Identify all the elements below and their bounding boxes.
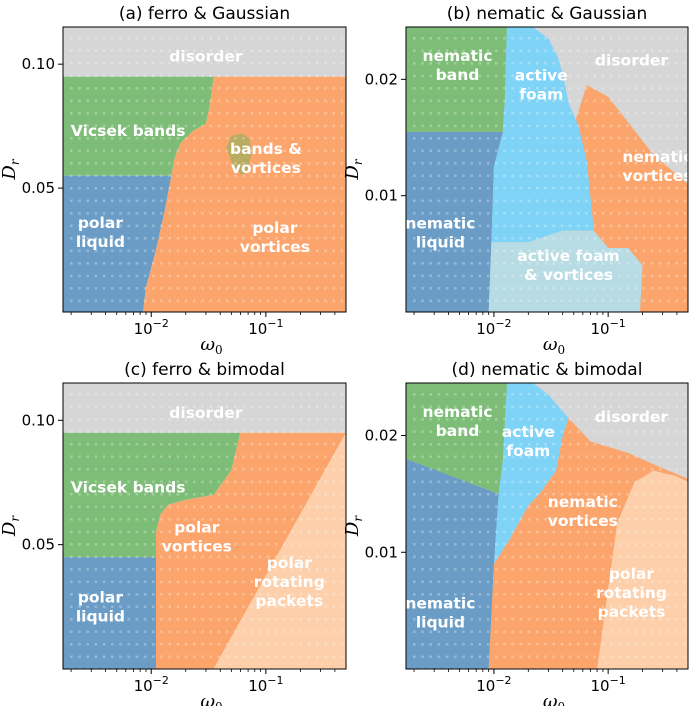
plot-area: [406, 383, 688, 669]
y-axis-label: Dr: [342, 515, 365, 537]
y-tick-label: 0.02: [365, 70, 398, 88]
y-tick-label: 0.10: [22, 411, 55, 429]
axes-frame: [62, 26, 347, 313]
region-label-disorder: disorder: [169, 404, 243, 422]
y-tick-label: 0.01: [365, 187, 398, 205]
region-label-polar-vortices: polar vortices: [240, 219, 310, 256]
region-label-active-foam: active foam: [502, 423, 555, 460]
y-tick-label: 0.02: [365, 427, 398, 445]
region-label-nematic-vortices: nematic vortices: [548, 493, 618, 530]
region-polar-liquid: [63, 175, 172, 312]
sample-points: [70, 37, 344, 303]
x-tick-label: 10−1: [590, 317, 625, 338]
region-nematic-band: [406, 27, 507, 132]
axes-frame: [405, 382, 689, 670]
x-tick-label: 10−2: [476, 317, 511, 338]
region-label-active-foam: active foam: [515, 67, 568, 104]
y-axis-label: Dr: [342, 158, 365, 180]
region-nematic-band: [406, 383, 507, 494]
region-label-disorder: disorder: [595, 52, 669, 70]
x-tick-label: 10−2: [476, 674, 511, 695]
x-axis-label: ω0: [200, 691, 222, 706]
region-vicsek-bands: [63, 432, 241, 558]
y-axis-label: Dr: [0, 515, 22, 537]
plot-area: [63, 27, 346, 312]
panel-title: (a) ferro & Gaussian: [119, 4, 290, 24]
region-label-polar-rotating-packets: polar rotating packets: [596, 565, 667, 621]
axes-frame: [62, 382, 347, 670]
region-disorder: [63, 383, 346, 433]
y-tick-label: 0.05: [22, 179, 55, 197]
region-active-foam: [493, 383, 569, 564]
region-polar-rotating-packets: [213, 432, 346, 669]
sample-points: [413, 393, 687, 669]
panel-title: (b) nematic & Gaussian: [447, 4, 647, 24]
y-tick-label: 0.01: [365, 543, 398, 561]
region-label-vicsek-bands: Vicsek bands: [71, 122, 186, 140]
region-label-nematic-band: nematic band: [422, 403, 492, 440]
x-axis-label: ω0: [543, 691, 565, 706]
region-disorder: [63, 27, 346, 77]
region-label-nematic-liquid: nematic liquid: [405, 214, 475, 251]
region-polar-liquid: [63, 557, 156, 669]
y-axis-label: Dr: [0, 158, 22, 180]
region-bands-and-vortices: [226, 133, 252, 176]
region-nematic-vortices: [488, 418, 688, 669]
x-tick-label: 10−2: [134, 674, 169, 695]
region-active-foam-and-vortices: [488, 230, 643, 312]
region-active-foam: [491, 27, 594, 243]
region-label-disorder: disorder: [595, 408, 669, 426]
sample-points: [413, 37, 687, 303]
x-axis-label: ω0: [200, 334, 222, 357]
region-label-polar-liquid: polar liquid: [76, 588, 125, 625]
sample-points: [70, 393, 344, 669]
panel-4: disorder polar rotating packets nematic vorti…: [342, 360, 689, 706]
region-nematic-liquid: [406, 131, 503, 312]
panel-title: (c) ferro & bimodal: [124, 360, 285, 380]
x-axis-label: ω0: [543, 334, 565, 357]
region-label-nematic-vortices: nematic vortices: [622, 148, 692, 185]
y-tick-label: 0.05: [22, 536, 55, 554]
region-polar-rotating-packets: [597, 470, 688, 669]
panel-2: disorder nematic vortices nematic liquid nema…: [342, 4, 692, 357]
region-label-active-foam-and-vortices: active foam & vortices: [517, 247, 619, 284]
region-polar-vortices: [156, 432, 346, 669]
region-polar-vortices: [143, 76, 346, 312]
plot-area: [63, 383, 346, 669]
region-nematic-liquid: [406, 458, 499, 669]
plot-area: [406, 27, 688, 312]
region-vicsek-bands: [63, 76, 214, 176]
region-label-polar-rotating-packets: polar rotating packets: [254, 554, 325, 610]
panel-3: disorder Vicsek bands polar liquid polar vort…: [0, 360, 347, 706]
x-tick-label: 10−1: [590, 674, 625, 695]
x-tick-label: 10−1: [248, 317, 283, 338]
region-label-disorder: disorder: [169, 48, 243, 66]
region-label-nematic-band: nematic band: [422, 47, 492, 84]
region-label-vicsek-bands: Vicsek bands: [71, 479, 186, 497]
region-label-polar-liquid: polar liquid: [76, 214, 125, 251]
axes-frame: [405, 26, 689, 313]
y-tick-label: 0.10: [22, 55, 55, 73]
x-tick-label: 10−1: [248, 674, 283, 695]
x-tick-label: 10−2: [134, 317, 169, 338]
panel-title: (d) nematic & bimodal: [452, 360, 643, 380]
panel-1: disorder Vicsek bands polar liquid polar vort…: [0, 4, 347, 357]
region-label-nematic-liquid: nematic liquid: [405, 595, 475, 632]
region-label-bands-and-vortices: bands & vortices: [230, 140, 302, 177]
region-label-polar-vortices: polar vortices: [162, 519, 232, 556]
